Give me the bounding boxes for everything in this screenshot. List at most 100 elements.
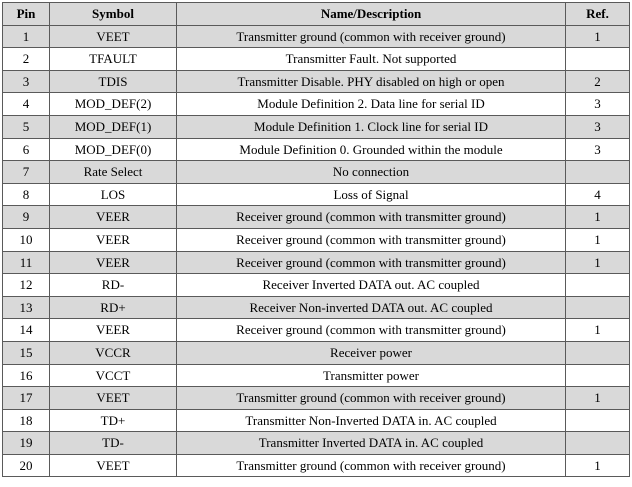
table-row: 19 TD- Transmitter Inverted DATA in. AC co… (2, 431, 630, 455)
cell-ref: 1 (565, 386, 630, 410)
table-row: 10 VEER Receiver ground (common with trans… (2, 227, 630, 252)
cell-description: No connection (176, 160, 566, 184)
table-row: 9 VEER Receiver ground (common with transm… (2, 205, 630, 229)
cell-ref (565, 431, 630, 455)
cell-description: Transmitter Inverted DATA in. AC coupled (176, 431, 566, 455)
table-row: 20 VEET Transmitter ground (common with re… (2, 453, 630, 478)
cell-ref: 1 (565, 24, 630, 49)
cell-description: Transmitter ground (common with receiver… (176, 24, 566, 49)
table-row: 13 RD+ Receiver Non-inverted DATA out. AC … (2, 295, 630, 320)
cell-ref (565, 363, 630, 388)
cell-description: Receiver ground (common with transmitter… (176, 227, 566, 252)
table-row: 11 VEER Receiver ground (common with trans… (2, 250, 630, 275)
cell-description: Receiver ground (common with transmitter… (176, 205, 566, 229)
cell-ref (565, 408, 630, 433)
cell-ref (565, 47, 630, 71)
table-row: 5 MOD_DEF(1) Module Definition 1. Clock li… (2, 114, 630, 139)
cell-description: Receiver power (176, 340, 566, 365)
table-row: 14 VEER Receiver ground (common with trans… (2, 318, 630, 342)
cell-pin: 5 (2, 114, 50, 139)
cell-symbol: VEER (49, 318, 177, 342)
cell-symbol: Rate Select (49, 160, 177, 184)
cell-description: Transmitter Disable. PHY disabled on hig… (176, 69, 566, 94)
table-row: 8 LOS Loss of Signal 4 (2, 182, 630, 207)
cell-pin: 2 (2, 47, 50, 71)
cell-symbol: MOD_DEF(0) (49, 137, 177, 162)
cell-pin: 16 (2, 363, 50, 388)
cell-ref (565, 273, 630, 297)
cell-pin: 19 (2, 431, 50, 455)
cell-ref: 1 (565, 453, 630, 478)
cell-description: Loss of Signal (176, 182, 566, 207)
cell-symbol: VEER (49, 227, 177, 252)
cell-pin: 14 (2, 318, 50, 342)
table-row: 12 RD- Receiver Inverted DATA out. AC coup… (2, 273, 630, 297)
header-ref: Ref. (565, 2, 630, 26)
table-row: 1 VEET Transmitter ground (common with rec… (2, 24, 630, 49)
cell-pin: 11 (2, 250, 50, 275)
cell-description: Receiver Inverted DATA out. AC coupled (176, 273, 566, 297)
cell-pin: 8 (2, 182, 50, 207)
cell-ref: 3 (565, 114, 630, 139)
cell-symbol: LOS (49, 182, 177, 207)
table-row: 7 Rate Select No connection (2, 160, 630, 184)
cell-symbol: VCCT (49, 363, 177, 388)
cell-ref: 1 (565, 318, 630, 342)
cell-ref (565, 160, 630, 184)
cell-symbol: VEER (49, 205, 177, 229)
cell-symbol: VEET (49, 24, 177, 49)
cell-description: Transmitter Non-Inverted DATA in. AC cou… (176, 408, 566, 433)
cell-pin: 7 (2, 160, 50, 184)
table-row: 18 TD+ Transmitter Non-Inverted DATA in. A… (2, 408, 630, 433)
cell-pin: 12 (2, 273, 50, 297)
cell-description: Receiver ground (common with transmitter… (176, 318, 566, 342)
cell-description: Module Definition 2. Data line for seria… (176, 92, 566, 116)
table-row: 3 TDIS Transmitter Disable. PHY disabled o… (2, 69, 630, 94)
cell-ref: 3 (565, 137, 630, 162)
cell-symbol: RD+ (49, 295, 177, 320)
table-row: 17 VEET Transmitter ground (common with re… (2, 386, 630, 410)
cell-pin: 20 (2, 453, 50, 478)
cell-pin: 1 (2, 24, 50, 49)
cell-pin: 10 (2, 227, 50, 252)
cell-symbol: TFAULT (49, 47, 177, 71)
cell-ref: 4 (565, 182, 630, 207)
header-symbol: Symbol (49, 2, 177, 26)
table-row: 4 MOD_DEF(2) Module Definition 2. Data lin… (2, 92, 630, 116)
cell-pin: 13 (2, 295, 50, 320)
cell-symbol: VCCR (49, 340, 177, 365)
cell-ref: 2 (565, 69, 630, 94)
cell-symbol: VEET (49, 453, 177, 478)
cell-pin: 17 (2, 386, 50, 410)
table-body: 1 VEET Transmitter ground (common with rec… (2, 24, 630, 478)
cell-symbol: VEET (49, 386, 177, 410)
header-description: Name/Description (176, 2, 566, 26)
cell-description: Transmitter ground (common with receiver… (176, 386, 566, 410)
cell-description: Module Definition 1. Clock line for seri… (176, 114, 566, 139)
table-row: 15 VCCR Receiver power (2, 340, 630, 365)
cell-description: Receiver ground (common with transmitter… (176, 250, 566, 275)
cell-description: Module Definition 0. Grounded within the… (176, 137, 566, 162)
cell-pin: 9 (2, 205, 50, 229)
cell-ref: 1 (565, 205, 630, 229)
cell-description: Transmitter ground (common with receiver… (176, 453, 566, 478)
cell-ref: 1 (565, 250, 630, 275)
cell-pin: 3 (2, 69, 50, 94)
cell-symbol: VEER (49, 250, 177, 275)
cell-ref: 1 (565, 227, 630, 252)
table-row: 6 MOD_DEF(0) Module Definition 0. Grounded… (2, 137, 630, 162)
cell-pin: 4 (2, 92, 50, 116)
pin-definition-table: Pin Symbol Name/Description Ref. 1 VEET Tr… (2, 2, 630, 478)
table-row: 2 TFAULT Transmitter Fault. Not supported (2, 47, 630, 71)
cell-pin: 6 (2, 137, 50, 162)
cell-pin: 18 (2, 408, 50, 433)
cell-description: Transmitter power (176, 363, 566, 388)
table-header-row: Pin Symbol Name/Description Ref. (2, 2, 630, 26)
table-row: 16 VCCT Transmitter power (2, 363, 630, 388)
cell-symbol: RD- (49, 273, 177, 297)
header-pin: Pin (2, 2, 50, 26)
cell-description: Transmitter Fault. Not supported (176, 47, 566, 71)
cell-symbol: TD+ (49, 408, 177, 433)
cell-description: Receiver Non-inverted DATA out. AC coupl… (176, 295, 566, 320)
cell-symbol: MOD_DEF(2) (49, 92, 177, 116)
